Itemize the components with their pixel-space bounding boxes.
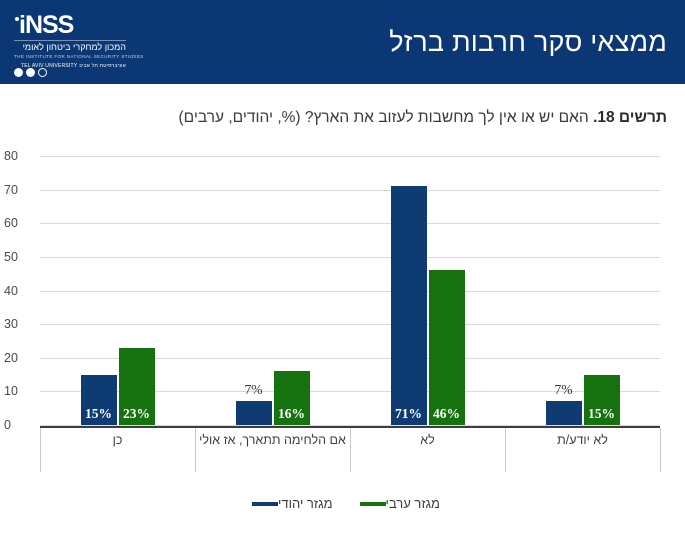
legend-item[interactable]: מגזר ערבי [353,495,440,513]
logo-divider [14,40,126,41]
bar-value-label: 16% [278,406,305,421]
category-separator [505,428,506,472]
bar[interactable]: 7% [545,382,582,425]
gridline [40,189,660,191]
y-axis-tick-label: 70 [4,182,18,197]
logo-dot-1 [14,68,23,78]
y-axis-tick-label: 10 [4,384,18,399]
category-label: לא [420,433,435,447]
chart-title-prefix: תרשים 18. [593,109,667,126]
logo-english-subtitle: THE INSTITUTE FOR NATIONAL SECURITY STUD… [14,54,144,59]
bar[interactable]: 15% [80,374,117,425]
inss-logo: iNSS המכון למחקרי ביטחון לאומי THE INSTI… [14,12,144,78]
gridline [40,391,660,393]
chart-legend: מגזר ערבי מגזר יהודי [0,495,685,513]
logo-wordmark: iNSS [14,12,126,38]
category-separator [195,428,196,472]
legend-label: מגזר ערבי [385,496,440,512]
chart-title: תרשים 18. האם יש או אין לך מחשבות לעזוב … [18,108,667,128]
bar-value-label: 71% [395,406,422,421]
axis-baseline [40,425,660,428]
y-axis-tick-label: 80 [4,149,18,163]
gridline [40,256,660,258]
category-label: כן [112,433,123,447]
gridline [40,223,660,225]
legend-label: מגזר יהודי [278,496,333,512]
category-label: אם הלחימה תתארך, אז אולי [199,433,346,447]
category-separator [660,428,661,472]
bar-value-label: 46% [433,406,460,421]
bar-value-label: 23% [123,406,150,421]
bar-value-label: 7% [244,382,263,398]
bar[interactable]: 15% [583,374,620,425]
gridline [40,290,660,292]
plot-area: 0 10 20 30 40 50 60 70 80 15% 23% 7% 16% 71% 46% 7% 15% [4,150,660,431]
bar-value-label: 15% [588,406,615,421]
bar[interactable]: 71% [390,186,427,425]
bar[interactable]: 46% [428,270,465,425]
gridline [40,425,660,426]
y-axis-tick-label: 50 [4,249,18,264]
bar[interactable]: 16% [273,371,310,425]
legend-swatch [252,501,278,506]
legend-item[interactable]: מגזר יהודי [245,495,333,513]
y-axis-tick-label: 20 [4,350,18,365]
logo-dot-2 [26,68,35,78]
y-axis-tick-label: 0 [4,418,11,432]
y-axis-tick-label: 60 [4,216,18,231]
logo-hebrew-subtitle: המכון למחקרי ביטחון לאומי [22,42,126,52]
gridline [40,357,660,359]
legend-swatch [359,501,386,506]
bar-value-label: 15% [85,406,112,421]
bar[interactable]: 7% [235,382,272,425]
y-axis-tick-label: 40 [4,283,18,298]
gridline [40,156,660,157]
logo-dots-icon [14,64,50,78]
gridline [40,324,660,326]
logo-university-text: אוניברסיטת תל אביב TEL AVIV UNIVERSITY [20,63,126,69]
bar[interactable]: 23% [118,347,155,425]
category-axis: כן אם הלחימה תתארך, אז אולי לא לא יודע/ת [40,428,661,472]
category-label: לא יודע/ת [557,433,608,447]
bar-value-label: 7% [554,382,573,398]
logo-i-dot [15,17,19,21]
page-title: ממצאי סקר חרבות ברזל [389,27,667,57]
page-header: iNSS המכון למחקרי ביטחון לאומי THE INSTI… [0,0,685,84]
y-axis-tick-label: 30 [4,317,18,332]
chart-title-text: האם יש או אין לך מחשבות לעזוב את הארץ? (… [178,109,589,126]
category-separator [350,428,351,472]
category-separator [40,428,41,472]
logo-wordmark-text: iNSS [19,11,74,39]
logo-dot-3 [38,68,47,78]
